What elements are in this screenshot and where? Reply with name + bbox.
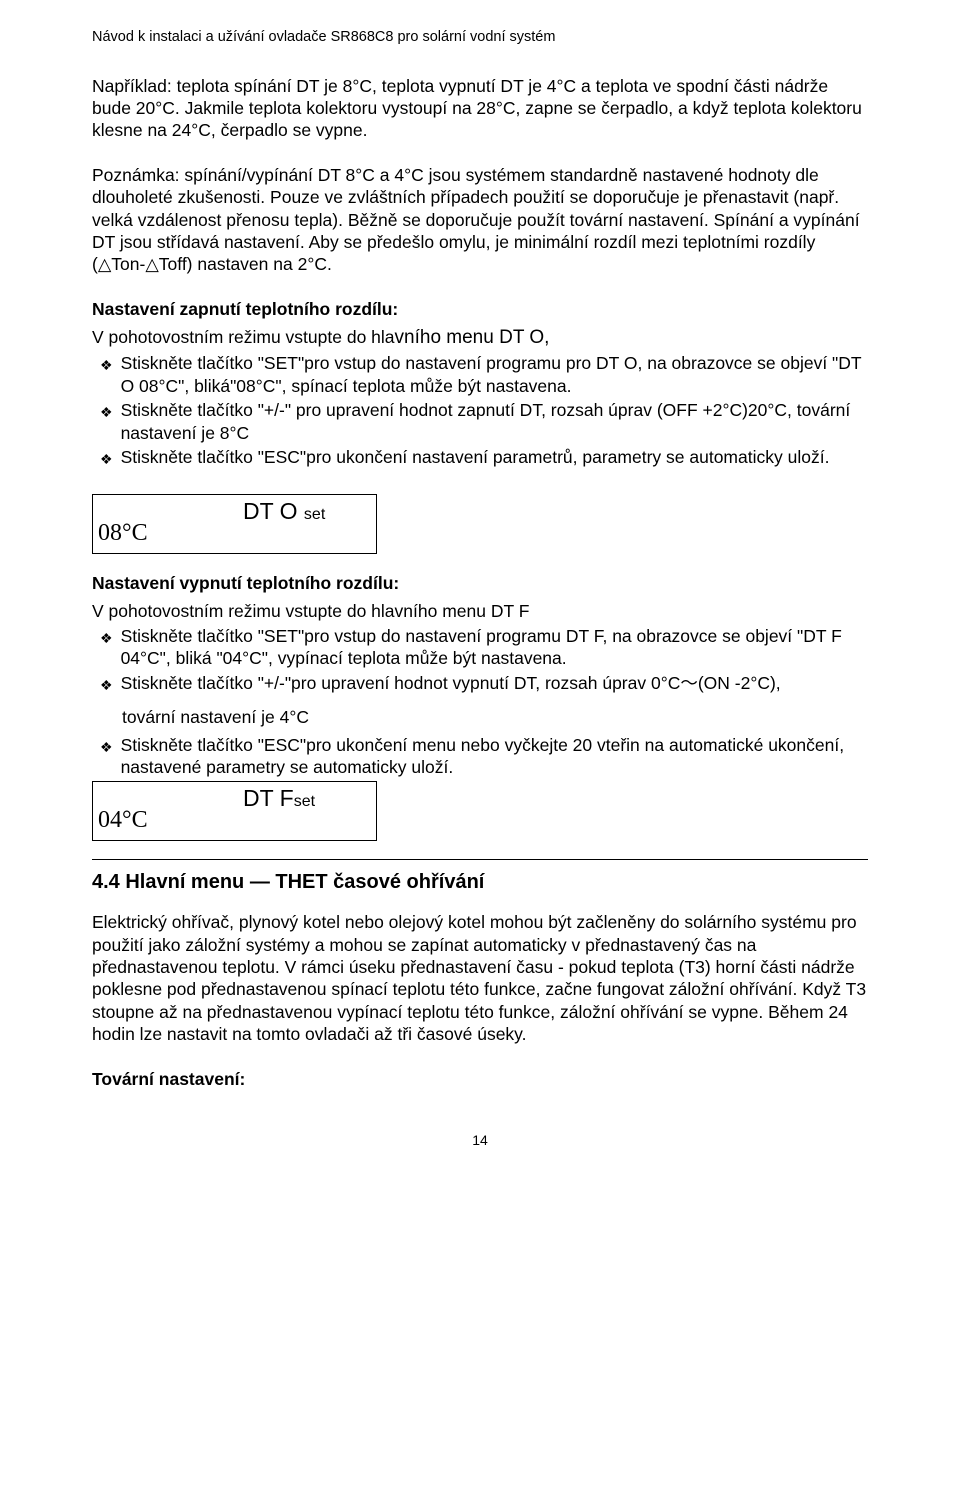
- display-label: DT Fset: [243, 784, 315, 813]
- display-label-main: DT O: [243, 498, 304, 524]
- list-item: ❖ Stiskněte tlačítko "ESC"pro ukončení m…: [92, 734, 868, 779]
- list-item: ❖ Stiskněte tlačítko "SET"pro vstup do n…: [92, 625, 868, 670]
- bullet-icon: ❖: [92, 625, 121, 649]
- bullet-text: Stiskněte tlačítko "ESC"pro ukončení nas…: [121, 446, 868, 468]
- paragraph-example: Například: teplota spínání DT je 8°C, te…: [92, 75, 868, 142]
- bullet-continuation: tovární nastavení je 4°C: [92, 706, 868, 728]
- section2-intro: V pohotovostním režimu vstupte do hlavní…: [92, 600, 868, 622]
- bullet-text: Stiskněte tlačítko "SET"pro vstup do nas…: [121, 625, 868, 670]
- bullet-icon: ❖: [92, 399, 121, 423]
- horizontal-rule: [92, 859, 868, 860]
- section1-intro-a: V pohotovostním režimu vstupte do hla: [92, 327, 395, 347]
- doc-header: Návod k instalaci a užívání ovladače SR8…: [92, 28, 868, 47]
- heading-4-4: 4.4 Hlavní menu ― THET časové ohřívání: [92, 870, 868, 896]
- bullet-icon: ❖: [92, 672, 121, 696]
- display-label-sub: set: [294, 793, 315, 810]
- list-item: ❖ Stiskněte tlačítko "SET"pro vstup do n…: [92, 352, 868, 397]
- paragraph-note: Poznámka: spínání/vypínání DT 8°C a 4°C …: [92, 164, 868, 276]
- section1-title: Nastavení zapnutí teplotního rozdílu:: [92, 298, 868, 320]
- display-value: 08°C: [98, 518, 148, 549]
- display-label: DT O set: [243, 497, 325, 526]
- list-item: ❖ Stiskněte tlačítko "+/-" pro upravení …: [92, 399, 868, 444]
- bullet-text: Stiskněte tlačítko "ESC"pro ukončení men…: [121, 734, 868, 779]
- bullet-text: Stiskněte tlačítko "SET"pro vstup do nas…: [121, 352, 868, 397]
- page-number: 14: [92, 1132, 868, 1150]
- section1-intro-b: vního menu DT O,: [395, 327, 550, 348]
- display-label-main: DT F: [243, 785, 294, 811]
- bullet-icon: ❖: [92, 446, 121, 470]
- section1-intro: V pohotovostním režimu vstupte do hlavní…: [92, 326, 868, 350]
- list-item: ❖ Stiskněte tlačítko "ESC"pro ukončení n…: [92, 446, 868, 470]
- section2-title: Nastavení vypnutí teplotního rozdílu:: [92, 572, 868, 594]
- display-box-dtf: DT Fset 04°C: [92, 781, 377, 841]
- display-value: 04°C: [98, 805, 148, 836]
- bullet-icon: ❖: [92, 734, 121, 758]
- bullet-text: Stiskněte tlačítko "+/-"pro upravení hod…: [121, 672, 868, 694]
- bullet-icon: ❖: [92, 352, 121, 376]
- display-label-sub: set: [304, 506, 325, 523]
- paragraph-4-4: Elektrický ohřívač, plynový kotel nebo o…: [92, 911, 868, 1045]
- factory-settings-heading: Tovární nastavení:: [92, 1068, 868, 1090]
- bullet-text: Stiskněte tlačítko "+/-" pro upravení ho…: [121, 399, 868, 444]
- list-item: ❖ Stiskněte tlačítko "+/-"pro upravení h…: [92, 672, 868, 696]
- section1-bullets: ❖ Stiskněte tlačítko "SET"pro vstup do n…: [92, 352, 868, 470]
- section2-bullets: ❖ Stiskněte tlačítko "SET"pro vstup do n…: [92, 625, 868, 779]
- display-box-dto: DT O set 08°C: [92, 494, 377, 554]
